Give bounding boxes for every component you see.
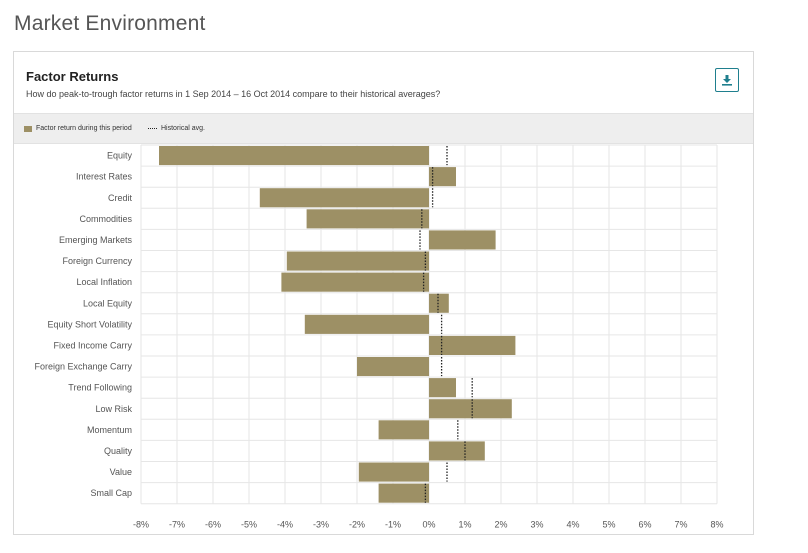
card-title: Factor Returns [26, 69, 119, 84]
x-tick-label: -2% [349, 520, 365, 530]
bar-local-inflation [281, 272, 429, 292]
x-tick-label: 3% [530, 520, 543, 530]
category-label: Emerging Markets [59, 235, 133, 245]
x-tick-label: -1% [385, 520, 401, 530]
category-label: Local Inflation [76, 277, 132, 287]
bar-emerging-markets [429, 230, 496, 250]
x-tick-label: -8% [133, 520, 149, 530]
x-tick-label: 0% [422, 520, 435, 530]
category-label: Foreign Currency [62, 256, 132, 266]
category-label: Commodities [79, 214, 132, 224]
x-tick-label: 8% [710, 520, 723, 530]
x-tick-label: 2% [494, 520, 507, 530]
bar-fixed-income-carry [429, 335, 516, 355]
card-subtitle: How do peak-to-trough factor returns in … [26, 89, 441, 99]
legend-dotted-line [148, 128, 157, 129]
download-button[interactable] [715, 68, 739, 92]
bar-local-equity [429, 293, 449, 313]
bar-interest-rates [429, 167, 456, 187]
bar-value [358, 462, 429, 482]
bar-equity [159, 146, 429, 166]
category-label: Foreign Exchange Carry [34, 362, 132, 372]
legend-swatch [24, 125, 32, 132]
x-tick-label: -6% [205, 520, 221, 530]
category-label: Local Equity [83, 298, 133, 308]
bar-quality [429, 441, 485, 461]
bar-small-cap [378, 483, 429, 503]
bar-trend-following [429, 378, 456, 398]
legend-item-avg: Historical avg. [148, 125, 205, 132]
x-tick-label: 4% [566, 520, 579, 530]
category-label: Quality [104, 446, 133, 456]
bar-foreign-currency [286, 251, 429, 271]
x-tick-label: -4% [277, 520, 293, 530]
x-tick-label: -7% [169, 520, 185, 530]
page-title: Market Environment [14, 12, 206, 35]
legend-avg-label: Historical avg. [161, 125, 205, 132]
category-label: Equity [107, 151, 133, 161]
bar-credit [259, 188, 429, 208]
category-label: Credit [108, 193, 133, 203]
x-tick-label: -5% [241, 520, 257, 530]
category-label: Trend Following [68, 383, 132, 393]
bar-commodities [306, 209, 429, 229]
x-tick-label: 5% [602, 520, 615, 530]
category-label: Low Risk [95, 404, 132, 414]
category-label: Value [110, 467, 132, 477]
category-label: Small Cap [90, 488, 132, 498]
bar-equity-short-volatility [304, 314, 429, 334]
x-tick-label: 6% [638, 520, 651, 530]
bar-low-risk [429, 399, 512, 419]
legend: Factor return during this period Histori… [14, 113, 753, 144]
x-tick-label: 1% [458, 520, 471, 530]
category-label: Momentum [87, 425, 132, 435]
category-label: Fixed Income Carry [53, 340, 132, 350]
legend-bar-label: Factor return during this period [36, 125, 132, 132]
category-label: Interest Rates [76, 172, 133, 182]
category-label: Equity Short Volatility [47, 319, 132, 329]
legend-item-bars: Factor return during this period [24, 125, 132, 132]
x-tick-label: -3% [313, 520, 329, 530]
bar-foreign-exchange-carry [357, 357, 429, 377]
download-icon [722, 75, 732, 86]
x-tick-label: 7% [674, 520, 687, 530]
bar-momentum [378, 420, 429, 440]
